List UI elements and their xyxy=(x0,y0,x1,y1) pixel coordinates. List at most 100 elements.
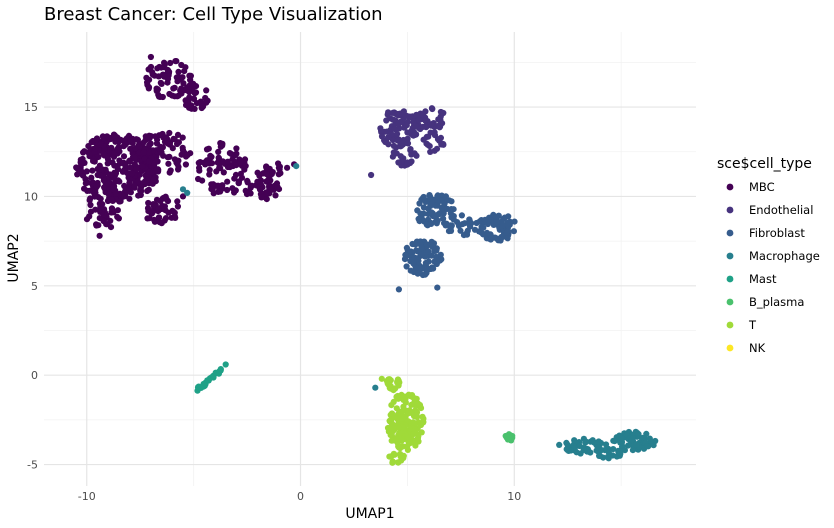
point-mbc xyxy=(126,179,133,187)
point-fibroblast xyxy=(442,222,449,229)
point-mbc xyxy=(247,184,254,191)
point-mbc xyxy=(263,164,270,171)
point-mbc xyxy=(242,187,249,194)
point-endothelial xyxy=(413,111,420,118)
point-mbc xyxy=(131,154,138,161)
point-fibroblast xyxy=(437,251,444,258)
point-mbc xyxy=(158,220,165,227)
point-fibroblast xyxy=(402,252,409,259)
x-axis-title: UMAP1 xyxy=(345,506,394,522)
point-t xyxy=(386,453,393,460)
point-t xyxy=(391,422,398,429)
point-mbc xyxy=(152,133,159,140)
point-mbc xyxy=(179,147,187,154)
point-fibroblast xyxy=(467,223,474,230)
point-macrophage xyxy=(604,453,612,460)
point-fibroblast xyxy=(473,219,480,227)
point-endothelial xyxy=(410,119,417,126)
point-endothelial xyxy=(440,109,447,117)
y-tick-label: 10 xyxy=(24,190,38,203)
point-mbc xyxy=(156,214,163,221)
point-macrophage xyxy=(293,163,300,170)
point-mbc xyxy=(140,149,147,156)
point-mbc xyxy=(233,162,240,169)
point-mbc xyxy=(237,170,244,177)
point-mbc xyxy=(257,186,264,193)
point-mbc xyxy=(174,140,181,148)
point-macrophage xyxy=(628,436,635,444)
point-mbc xyxy=(100,177,107,184)
point-mbc xyxy=(117,198,124,205)
point-mbc xyxy=(190,95,198,102)
point-mbc xyxy=(244,179,251,186)
point-t xyxy=(384,380,391,387)
point-mbc xyxy=(167,59,174,67)
point-mbc xyxy=(153,196,161,203)
point-fibroblast xyxy=(434,217,441,224)
point-mbc xyxy=(166,169,173,176)
point-mbc xyxy=(263,171,270,178)
point-fibroblast xyxy=(427,202,434,209)
point-endothelial xyxy=(422,117,429,124)
point-mbc xyxy=(182,161,189,168)
point-mbc xyxy=(164,154,171,161)
point-mbc xyxy=(170,85,177,92)
point-mbc xyxy=(107,224,115,231)
point-fibroblast xyxy=(412,241,419,248)
point-mbc xyxy=(147,63,155,71)
point-fibroblast xyxy=(428,220,435,227)
point-fibroblast xyxy=(479,231,487,238)
point-macrophage xyxy=(184,189,191,196)
point-mbc xyxy=(146,168,153,175)
legend-label-t: T xyxy=(748,318,757,332)
point-mbc xyxy=(145,84,153,91)
point-endothelial xyxy=(385,109,392,116)
point-t xyxy=(412,426,419,433)
point-t xyxy=(397,409,404,417)
point-mbc xyxy=(136,143,143,150)
point-mbc xyxy=(103,133,111,140)
point-mbc xyxy=(145,134,152,141)
point-macrophage xyxy=(611,438,618,445)
point-mbc xyxy=(146,158,153,165)
point-macrophage xyxy=(372,384,379,391)
point-fibroblast xyxy=(433,247,440,254)
point-endothelial xyxy=(378,133,386,140)
point-mbc xyxy=(157,148,164,155)
point-mbc xyxy=(208,160,216,167)
point-t xyxy=(393,435,400,442)
point-t xyxy=(395,395,402,402)
point-mbc xyxy=(97,166,105,173)
point-mbc xyxy=(178,61,185,69)
point-mbc xyxy=(126,195,133,202)
point-t xyxy=(402,399,409,406)
point-endothelial xyxy=(415,116,423,124)
point-fibroblast xyxy=(485,217,492,224)
point-endothelial xyxy=(389,136,396,144)
point-mbc xyxy=(199,177,206,184)
y-tick-label: 5 xyxy=(31,280,38,293)
point-endothelial xyxy=(423,133,430,140)
point-mbc xyxy=(184,151,191,159)
point-mbc xyxy=(120,137,127,144)
point-fibroblast xyxy=(487,231,494,238)
point-macrophage xyxy=(633,441,640,448)
point-macrophage xyxy=(618,435,625,442)
point-mbc xyxy=(104,160,111,167)
point-t xyxy=(398,437,405,444)
y-tick-label: -5 xyxy=(27,459,38,472)
point-endothelial xyxy=(378,127,385,134)
point-mbc xyxy=(179,74,186,81)
point-mbc xyxy=(237,159,244,166)
point-fibroblast xyxy=(457,227,464,234)
point-fibroblast xyxy=(504,227,512,235)
point-mbc xyxy=(267,186,274,193)
point-mbc xyxy=(81,185,88,192)
legend-key-mast xyxy=(726,275,734,283)
tick-labels: -10 0 10 -5 0 5 10 15 xyxy=(24,101,521,503)
point-mbc xyxy=(196,167,203,174)
point-fibroblast xyxy=(434,193,441,200)
point-mbc xyxy=(79,155,86,163)
point-fibroblast xyxy=(423,241,430,248)
point-mbc xyxy=(83,216,91,223)
